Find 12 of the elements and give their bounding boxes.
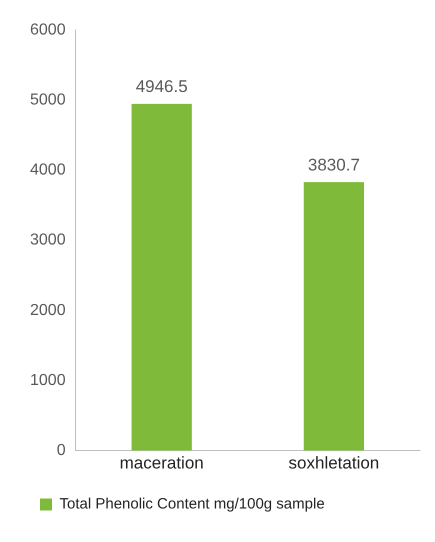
- legend-label: Total Phenolic Content mg/100g sample: [60, 496, 325, 513]
- y-tick-label: 0: [56, 442, 66, 460]
- data-label: 4946.5: [136, 77, 188, 96]
- y-tick-label: 5000: [30, 92, 66, 109]
- y-tick-label: 2000: [30, 302, 66, 319]
- x-tick-label: soxhletation: [288, 453, 380, 472]
- data-label: 3830.7: [308, 155, 360, 174]
- y-tick-label: 1000: [30, 372, 66, 389]
- x-tick-label: maceration: [120, 453, 204, 472]
- y-tick-label: 4000: [30, 162, 66, 179]
- y-tick-label: 6000: [30, 21, 66, 38]
- y-tick-label: 3000: [30, 232, 66, 249]
